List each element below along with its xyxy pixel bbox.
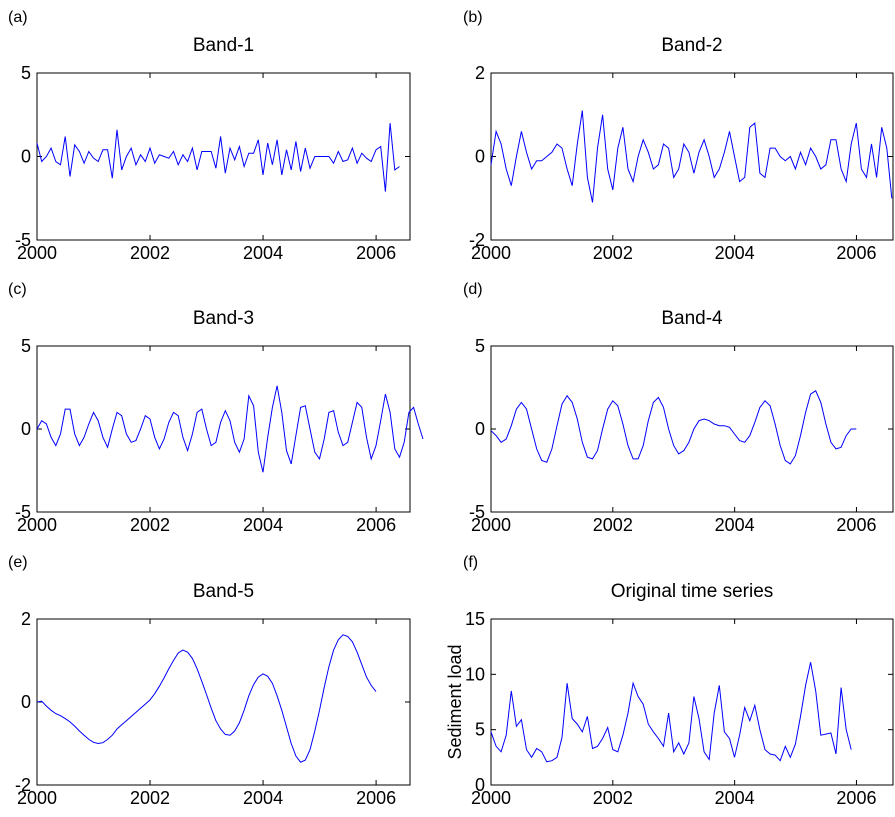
y-tick-label: 5	[475, 336, 485, 356]
x-tick-label: 2006	[356, 243, 396, 263]
panel-letter: (e)	[8, 554, 28, 571]
x-tick-label: 2006	[356, 788, 396, 808]
y-tick-label: -2	[15, 775, 31, 795]
x-tick-label: 2004	[243, 515, 283, 535]
panel-title: Band-2	[661, 35, 722, 56]
panel-title: Band-5	[193, 581, 254, 602]
axes-frame	[490, 72, 894, 241]
axes-frame	[36, 618, 411, 786]
y-tick-label: -5	[15, 230, 31, 250]
series-line	[36, 385, 424, 473]
x-tick-label: 2006	[836, 243, 876, 263]
y-tick-label: -5	[15, 502, 31, 522]
x-tick-label: 2000	[471, 515, 511, 535]
panel-letter: (f)	[463, 554, 478, 571]
x-tick-label: 2004	[243, 243, 283, 263]
y-tick-label: 2	[475, 63, 485, 83]
axes-frame	[490, 345, 894, 513]
axes-frame	[490, 618, 894, 786]
x-tick-label: 2000	[17, 788, 57, 808]
y-tick-label: 0	[21, 419, 31, 439]
x-tick-label: 2000	[17, 515, 57, 535]
panel-c: (c) Band-3 2000 2002 2004 2006 -5 0 5	[8, 281, 424, 535]
panel-title: Band-3	[193, 308, 254, 329]
x-tick-label: 2000	[471, 243, 511, 263]
x-tick-label: 2002	[593, 243, 633, 263]
x-tick-label: 2006	[356, 515, 396, 535]
panel-title: Band-1	[193, 35, 254, 56]
series-line	[490, 662, 852, 763]
x-tick-label: 2002	[593, 788, 633, 808]
panel-letter: (d)	[463, 281, 483, 298]
series-line	[36, 123, 400, 192]
y-tick-label: 15	[465, 609, 485, 629]
panel-title: Original time series	[611, 581, 774, 602]
series-line	[490, 110, 893, 203]
x-tick-label: 2000	[471, 788, 511, 808]
x-tick-label: 2006	[836, 515, 876, 535]
panel-a: (a) Band-1 2000 2002 2004 2006 -5 0 5	[8, 9, 411, 263]
y-tick-label: 0	[475, 419, 485, 439]
panel-f: (f) Original time series 2000 2002 2004 2006 0…	[445, 554, 894, 808]
y-tick-label: -5	[469, 502, 485, 522]
y-tick-label: 10	[465, 664, 485, 684]
x-tick-label: 2002	[130, 788, 170, 808]
panel-letter: (b)	[463, 9, 483, 26]
panel-title: Band-4	[661, 308, 723, 329]
panel-d: (d) Band-4 2000 2002 2004 2006 -5 0 5	[463, 281, 894, 535]
series-line	[490, 390, 857, 465]
x-tick-label: 2004	[715, 515, 755, 535]
x-tick-label: 2004	[715, 788, 755, 808]
x-tick-label: 2000	[17, 243, 57, 263]
y-axis-label: Sediment load	[445, 644, 465, 759]
x-tick-label: 2006	[836, 788, 876, 808]
y-tick-label: 5	[21, 336, 31, 356]
y-tick-label: 0	[21, 692, 31, 712]
axes-frame	[36, 345, 411, 513]
panel-letter: (c)	[8, 281, 27, 298]
x-tick-label: 2002	[130, 243, 170, 263]
series-line	[36, 634, 377, 763]
panel-b: (b) Band-2 2000 2002 2004 2006 -2 0 2	[463, 9, 894, 263]
y-tick-label: 5	[475, 720, 485, 740]
panel-e: (e) Band-5 2000 2002 2004 2006 -2 0 2	[8, 554, 411, 808]
x-tick-label: 2004	[715, 243, 755, 263]
x-tick-label: 2002	[130, 515, 170, 535]
panel-letter: (a)	[8, 9, 28, 26]
y-tick-label: 0	[475, 147, 485, 167]
y-tick-label: 5	[21, 63, 31, 83]
y-tick-label: 2	[21, 609, 31, 629]
x-tick-label: 2004	[243, 788, 283, 808]
y-tick-label: 0	[475, 775, 485, 795]
x-tick-label: 2002	[593, 515, 633, 535]
y-tick-label: -2	[469, 230, 485, 250]
y-tick-label: 0	[21, 147, 31, 167]
